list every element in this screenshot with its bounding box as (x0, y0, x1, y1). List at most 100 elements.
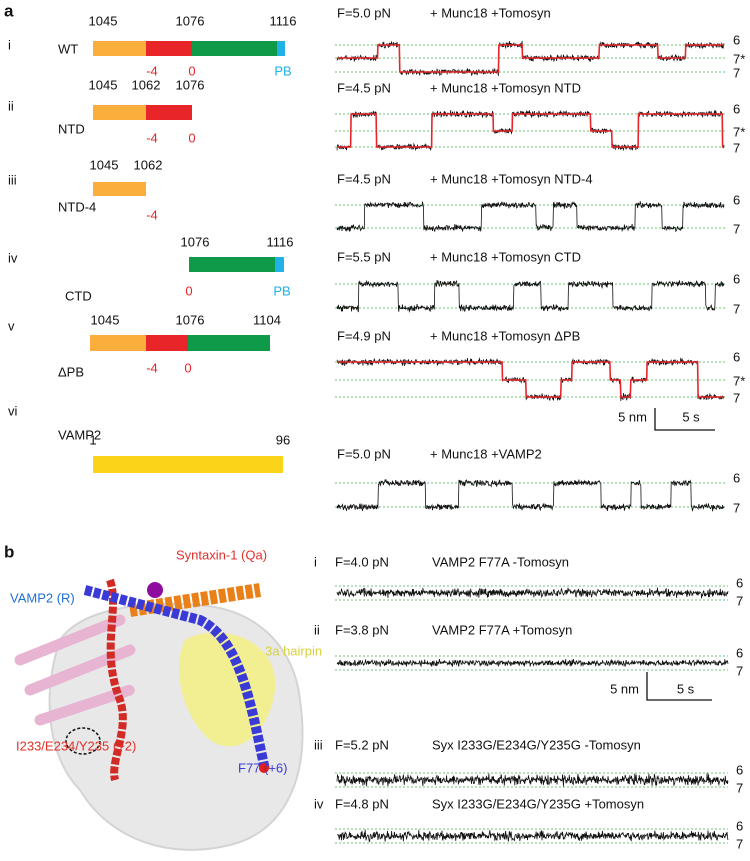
panel-label: b (4, 542, 14, 561)
force-label: F=5.5 pN (337, 249, 391, 264)
condition-label: + Munc18 +VAMP2 (430, 446, 542, 461)
zone-label: PB (274, 63, 291, 78)
state-label: 7 (733, 301, 740, 316)
zone-label: 0 (184, 360, 191, 375)
state-label: 7 (733, 140, 740, 155)
zone-label: PB (273, 283, 290, 298)
roman-numeral: i (314, 554, 317, 569)
domain-segment (90, 335, 146, 351)
structure-label: Syntaxin-1 (Qa) (176, 547, 267, 562)
force-label: F=4.0 pN (335, 554, 389, 569)
residue-label: 1045 (89, 77, 118, 92)
vamp2-helix (83, 585, 270, 772)
construct-name: ΔPB (58, 364, 84, 379)
condition-label: + Munc18 +Tomosyn CTD (430, 249, 581, 264)
state-label: 6 (736, 818, 743, 833)
state-fit (337, 113, 724, 148)
domain-segment (93, 182, 146, 196)
roman-numeral: ii (8, 98, 14, 113)
zone-label: -4 (146, 63, 158, 78)
condition-label: + Munc18 +Tomosyn NTD (430, 80, 581, 95)
state-label: 7 (736, 780, 743, 795)
state-label: 7 (733, 65, 740, 80)
state-label: 7* (733, 124, 745, 139)
domain-segment (188, 335, 270, 351)
domain-segment (93, 456, 283, 473)
construct-name: VAMP2 (58, 427, 101, 442)
state-label: 6 (736, 575, 743, 590)
roman-numeral: iii (8, 172, 17, 187)
structure-label: 3a hairpin (265, 643, 322, 658)
state-label: 6 (733, 349, 740, 364)
roman-numeral: i (8, 37, 11, 52)
structure: Syntaxin-1 (Qa) VAMP2 (R) 3a hairpin I23… (10, 547, 322, 851)
state-label: 6 (736, 645, 743, 660)
scale-time: 5 s (682, 409, 700, 424)
residue-label: 1116 (270, 13, 297, 28)
domain-segment (146, 335, 188, 351)
condition-label: VAMP2 F77A +Tomosyn (432, 622, 572, 637)
domain-segment (93, 105, 146, 120)
state-label: 7 (736, 593, 743, 608)
scale-bar (646, 672, 712, 701)
domain-segment (93, 41, 146, 56)
zone-label: 0 (185, 283, 192, 298)
scale-bar (654, 408, 715, 431)
scale-length: 5 nm (618, 409, 647, 424)
zone-label: -4 (146, 360, 158, 375)
residue-label: 1045 (91, 312, 120, 327)
residue-label: 1116 (267, 234, 294, 249)
force-trace (336, 357, 725, 402)
condition-label: VAMP2 F77A -Tomosyn (432, 554, 569, 569)
domain-segment (189, 257, 275, 272)
condition-label: + Munc18 +Tomosyn NTD-4 (430, 171, 593, 186)
condition-label: Syx I233G/E234G/Y235G -Tomosyn (432, 737, 641, 752)
force-label: F=5.0 pN (337, 446, 391, 461)
construct-name: CTD (65, 288, 92, 303)
state-label: 7 (733, 221, 740, 236)
syntaxin-helix (106, 578, 127, 781)
residue-sphere (147, 582, 163, 598)
residue-label: 1045 (90, 157, 119, 172)
state-label: 6 (733, 271, 740, 286)
structure-label: VAMP2 (R) (10, 590, 75, 605)
force-trace (336, 279, 725, 314)
scale-time: 5 s (677, 681, 695, 696)
state-fit (337, 361, 724, 398)
force-label: F=5.0 pN (337, 5, 391, 20)
roman-numeral: vi (8, 403, 18, 418)
hairpin-surface (179, 632, 276, 747)
force-trace (336, 200, 725, 233)
residue-label: 1062 (134, 157, 163, 172)
construct-name: NTD (58, 121, 85, 136)
state-label: 7 (736, 663, 743, 678)
force-trace (336, 109, 725, 152)
domain-segment (146, 41, 192, 56)
state-fit (337, 44, 724, 73)
construct-name: WT (58, 41, 78, 56)
zone-label: 0 (188, 63, 195, 78)
state-label: 7 (733, 500, 740, 515)
state-label: 7 (733, 390, 740, 405)
state-label: 6 (733, 101, 740, 116)
panel-label: a (4, 1, 14, 20)
residue-label: 96 (276, 432, 290, 447)
zone-label: -4 (146, 130, 158, 145)
force-label: F=4.8 pN (335, 796, 389, 811)
force-trace (336, 829, 729, 843)
state-label: 6 (733, 470, 740, 485)
roman-numeral: iv (8, 250, 18, 265)
roman-numeral: v (8, 318, 15, 333)
mutation-circle (65, 727, 101, 755)
residue-label: 1076 (176, 77, 205, 92)
force-trace (336, 478, 725, 512)
state-label: 6 (733, 32, 740, 47)
residue-label: 1 (89, 432, 96, 447)
zone-label: 0 (188, 130, 195, 145)
force-trace (336, 658, 729, 668)
force-label: F=5.2 pN (335, 737, 389, 752)
roman-numeral: iv (314, 796, 324, 811)
roman-numeral: ii (314, 622, 320, 637)
force-label: F=4.9 pN (337, 328, 391, 343)
